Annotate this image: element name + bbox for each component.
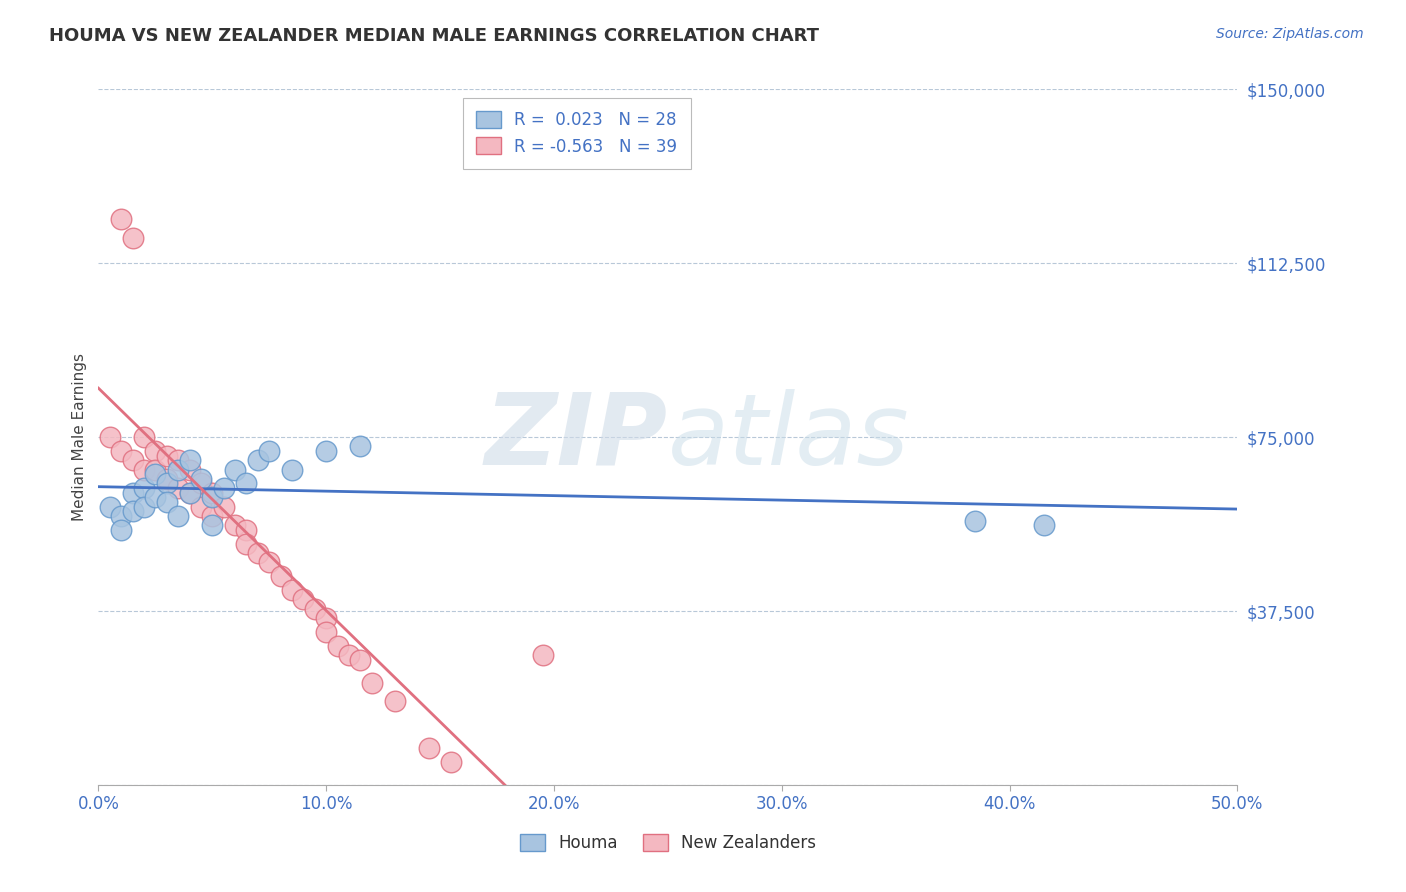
Point <box>132 430 155 444</box>
Point <box>179 485 201 500</box>
Point <box>156 495 179 509</box>
Point <box>1032 518 1054 533</box>
Point <box>179 453 201 467</box>
Point <box>224 518 246 533</box>
Point <box>326 639 349 653</box>
Legend: Houma, New Zealanders: Houma, New Zealanders <box>512 825 824 860</box>
Point <box>246 453 269 467</box>
Point <box>167 462 190 476</box>
Point <box>281 462 304 476</box>
Point <box>98 500 121 514</box>
Point <box>201 508 224 523</box>
Point <box>167 453 190 467</box>
Point <box>132 462 155 476</box>
Point <box>235 523 257 537</box>
Point <box>201 518 224 533</box>
Point <box>337 648 360 662</box>
Point <box>110 523 132 537</box>
Point <box>98 430 121 444</box>
Point <box>246 546 269 560</box>
Point <box>156 476 179 491</box>
Point <box>235 476 257 491</box>
Point <box>281 583 304 598</box>
Point <box>132 481 155 495</box>
Point <box>145 467 167 482</box>
Point <box>965 514 987 528</box>
Point <box>315 611 337 625</box>
Point <box>315 624 337 639</box>
Point <box>179 462 201 476</box>
Point <box>440 755 463 769</box>
Point <box>304 601 326 615</box>
Point <box>315 444 337 458</box>
Point <box>201 485 224 500</box>
Point <box>167 481 190 495</box>
Point <box>110 444 132 458</box>
Point <box>121 230 143 244</box>
Point <box>132 500 155 514</box>
Point <box>190 472 212 486</box>
Point <box>190 476 212 491</box>
Point <box>292 592 315 607</box>
Point <box>349 439 371 453</box>
Text: ZIP: ZIP <box>485 389 668 485</box>
Point <box>360 676 382 690</box>
Point <box>349 653 371 667</box>
Point <box>259 555 281 569</box>
Point <box>145 491 167 505</box>
Point <box>235 537 257 551</box>
Point <box>156 449 179 463</box>
Point <box>259 444 281 458</box>
Point <box>384 694 406 708</box>
Point <box>224 462 246 476</box>
Point <box>110 212 132 227</box>
Point <box>212 500 235 514</box>
Point <box>167 508 190 523</box>
Point <box>121 453 143 467</box>
Point <box>145 444 167 458</box>
Point <box>201 491 224 505</box>
Point <box>531 648 554 662</box>
Y-axis label: Median Male Earnings: Median Male Earnings <box>72 353 87 521</box>
Point <box>190 500 212 514</box>
Point <box>418 740 440 755</box>
Text: Source: ZipAtlas.com: Source: ZipAtlas.com <box>1216 27 1364 41</box>
Point <box>110 508 132 523</box>
Text: atlas: atlas <box>668 389 910 485</box>
Point <box>121 504 143 518</box>
Point <box>145 462 167 476</box>
Point <box>270 569 292 583</box>
Point <box>179 485 201 500</box>
Point <box>121 485 143 500</box>
Point <box>212 481 235 495</box>
Point <box>156 472 179 486</box>
Text: HOUMA VS NEW ZEALANDER MEDIAN MALE EARNINGS CORRELATION CHART: HOUMA VS NEW ZEALANDER MEDIAN MALE EARNI… <box>49 27 820 45</box>
